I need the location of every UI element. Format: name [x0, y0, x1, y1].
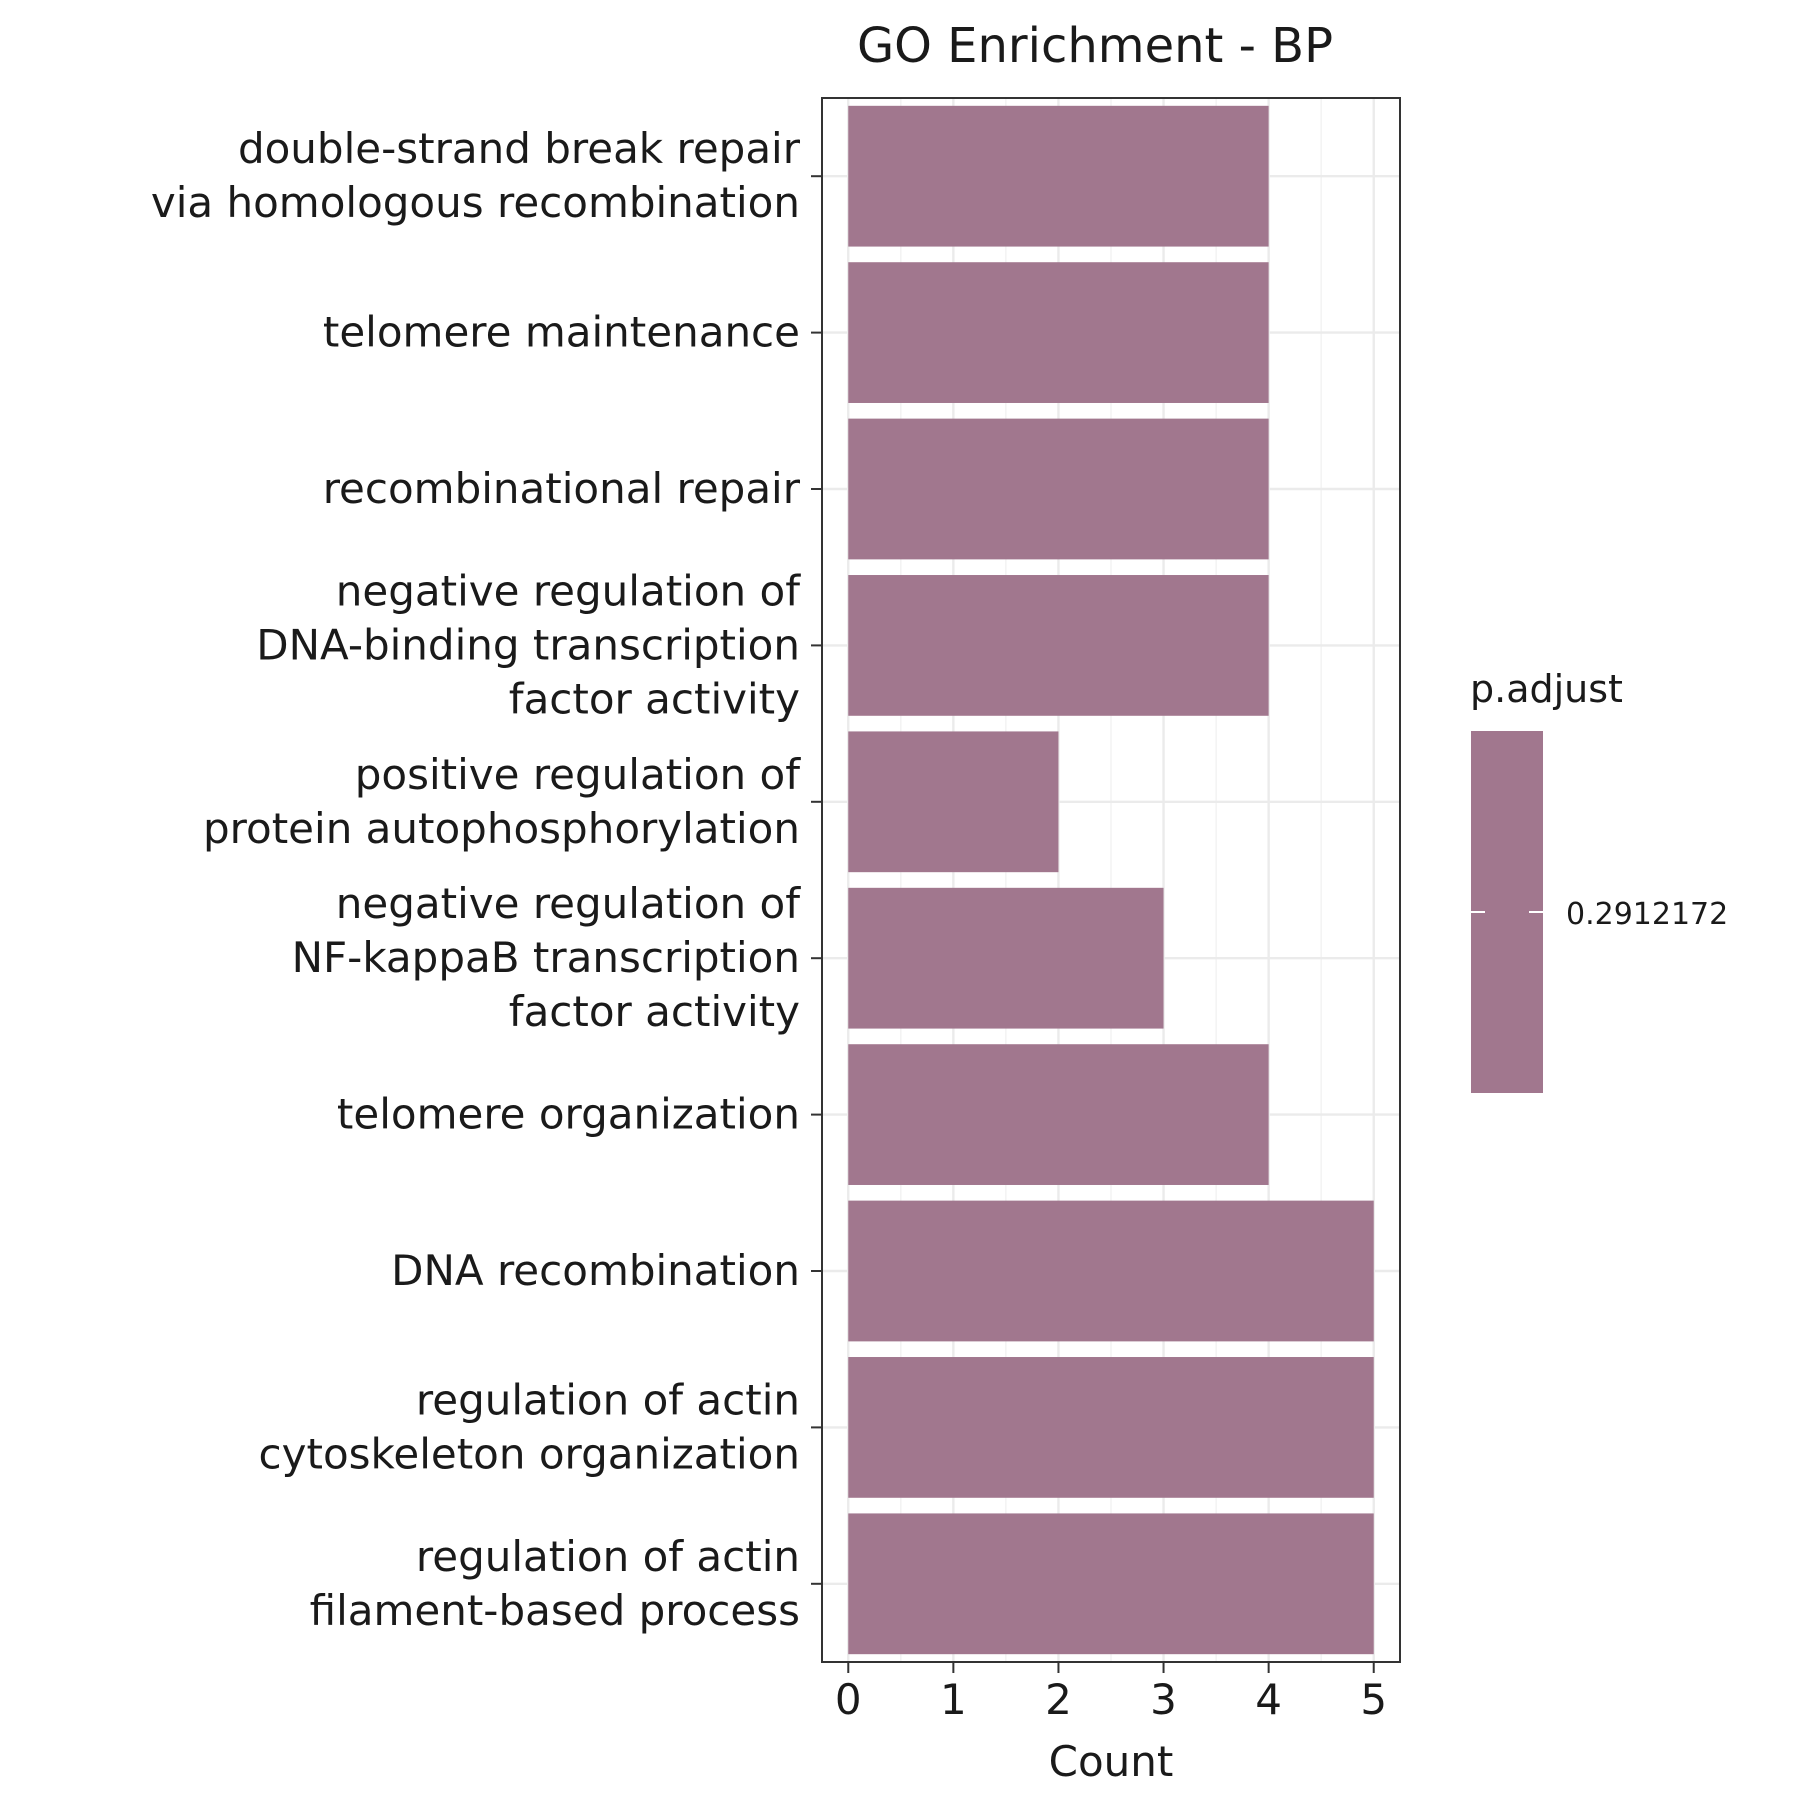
bar [848, 1200, 1374, 1342]
bar [848, 731, 1059, 873]
y-tick-label-line: regulation of actin [416, 1375, 800, 1424]
bar [848, 262, 1269, 403]
bar [848, 1357, 1374, 1498]
y-tick-label: negative regulation of NF-kappaB transcri… [292, 879, 802, 1036]
y-tick-label: telomere organization [337, 1090, 800, 1139]
y-tick-label-line: regulation of actin [416, 1532, 800, 1581]
y-tick-label-line: factor activity [509, 674, 800, 723]
y-tick-label-line: negative regulation of [336, 879, 801, 928]
y-tick-label: recombinational repair [323, 464, 801, 513]
y-tick-label-line: recombinational repair [323, 464, 801, 513]
x-axis-title: Count [1049, 1737, 1174, 1786]
y-tick-label-line: DNA-binding transcription [256, 620, 800, 669]
y-tick-label-line: positive regulation of [355, 750, 801, 799]
bar [848, 418, 1269, 560]
bar [848, 1044, 1269, 1185]
y-tick-label: positive regulation of protein autophosph… [203, 750, 801, 853]
legend: p.adjust 0.2912172 [1470, 667, 1728, 1093]
y-tick-label-line: double-strand break repair [238, 124, 801, 173]
y-tick-label-line: filament-based process [310, 1586, 800, 1635]
y-tick-label-line: negative regulation of [336, 566, 801, 615]
y-tick-label: negative regulation of DNA-binding transc… [256, 566, 801, 723]
y-tick-label-line: DNA recombination [391, 1246, 800, 1295]
x-tick-label: 2 [1045, 1675, 1072, 1724]
y-axis: double-strand break repair via homologous… [151, 124, 822, 1635]
y-tick-label: double-strand break repair via homologous… [151, 124, 801, 227]
panel-border [821, 97, 1401, 1663]
y-tick-label-line: factor activity [509, 987, 800, 1036]
y-tick-label: regulation of actin cytoskeleton organiza… [259, 1375, 800, 1478]
x-tick-label: 5 [1360, 1675, 1387, 1724]
bar [848, 887, 1164, 1029]
y-tick-label-line: telomere maintenance [323, 308, 800, 357]
y-tick-label: telomere maintenance [323, 308, 800, 357]
y-tick-label: DNA recombination [391, 1246, 800, 1295]
y-tick-label-line: telomere organization [337, 1090, 800, 1139]
x-tick-label: 3 [1150, 1675, 1177, 1724]
bar [848, 1513, 1374, 1655]
bars [848, 105, 1374, 1655]
legend-label: 0.2912172 [1566, 897, 1728, 932]
y-tick-label: regulation of actin filament-based proces… [310, 1532, 800, 1635]
bar [848, 105, 1269, 247]
x-axis: 0 1 2 3 4 5 [835, 1662, 1387, 1724]
y-tick-label-line: via homologous recombination [151, 178, 800, 227]
chart-title: GO Enrichment - BP [857, 18, 1333, 74]
x-tick-label: 4 [1255, 1675, 1282, 1724]
x-tick-label: 0 [835, 1675, 862, 1724]
x-tick-label: 1 [940, 1675, 967, 1724]
y-tick-label-line: NF-kappaB transcription [292, 933, 800, 982]
y-tick-label-line: cytoskeleton organization [259, 1429, 800, 1478]
legend-title: p.adjust [1470, 667, 1623, 711]
bar [848, 575, 1269, 716]
y-tick-label-line: protein autophosphorylation [203, 804, 800, 853]
